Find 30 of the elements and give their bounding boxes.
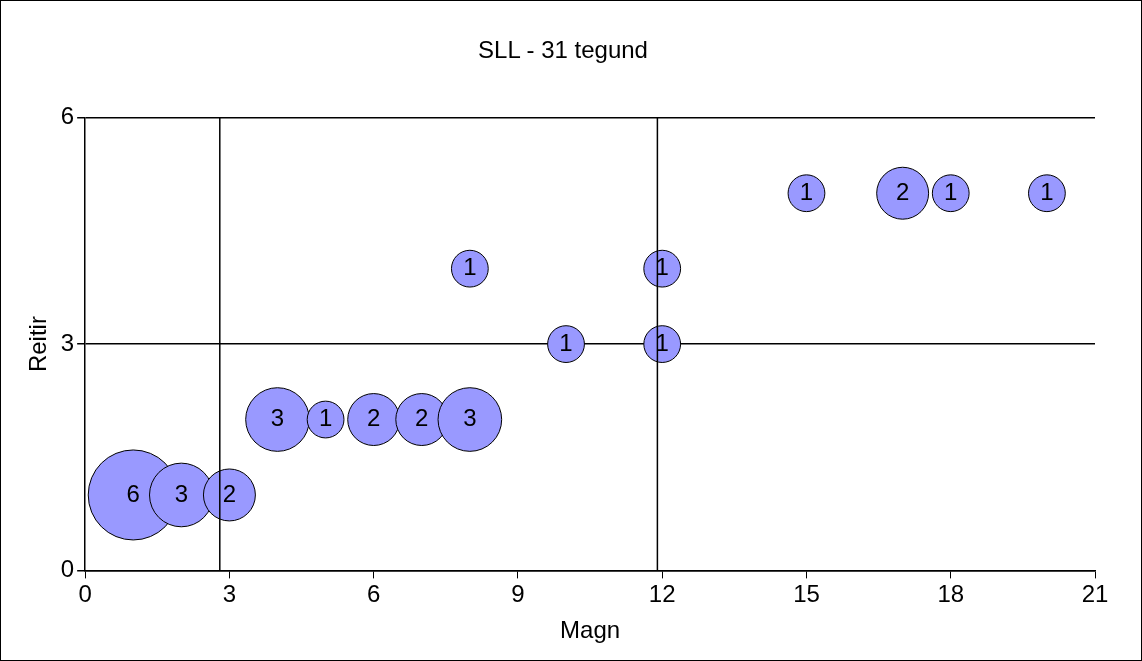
x-tick-label: 6 [367, 580, 381, 608]
x-tick-label: 18 [937, 580, 965, 608]
x-tick-label: 12 [648, 580, 676, 608]
annotation: 2 [895, 177, 910, 205]
y-tick-label: 0 [60, 555, 75, 583]
annotation: 1 [1040, 177, 1054, 205]
x-tick-label: 21 [1081, 580, 1109, 608]
x-tick-label: 0 [78, 580, 92, 608]
annotation: 1 [655, 253, 669, 281]
chart-title: SLL - 31 tegund [478, 36, 648, 64]
annotation: 2 [222, 479, 237, 507]
y-tick-label: 3 [60, 328, 75, 356]
x-tick-label: 3 [222, 580, 237, 608]
annotation: 6 [126, 479, 140, 507]
annotation: 1 [318, 404, 333, 432]
annotation: 1 [655, 328, 669, 356]
annotation: 3 [270, 404, 285, 432]
x-tick-label: 9 [511, 580, 525, 608]
annotation: 3 [174, 479, 188, 507]
annotation: 1 [799, 177, 814, 205]
annotation: 2 [367, 404, 381, 432]
y-tick-label: 6 [60, 102, 75, 130]
x-tick-label: 15 [793, 580, 820, 608]
annotation: 2 [415, 404, 429, 432]
x-axis-title: Magn [560, 616, 621, 644]
annotation: 3 [463, 404, 477, 432]
y-axis-title: Reitir [24, 316, 52, 373]
annotation: 1 [559, 328, 573, 356]
annotation: 1 [944, 177, 958, 205]
annotation: 1 [463, 253, 477, 281]
